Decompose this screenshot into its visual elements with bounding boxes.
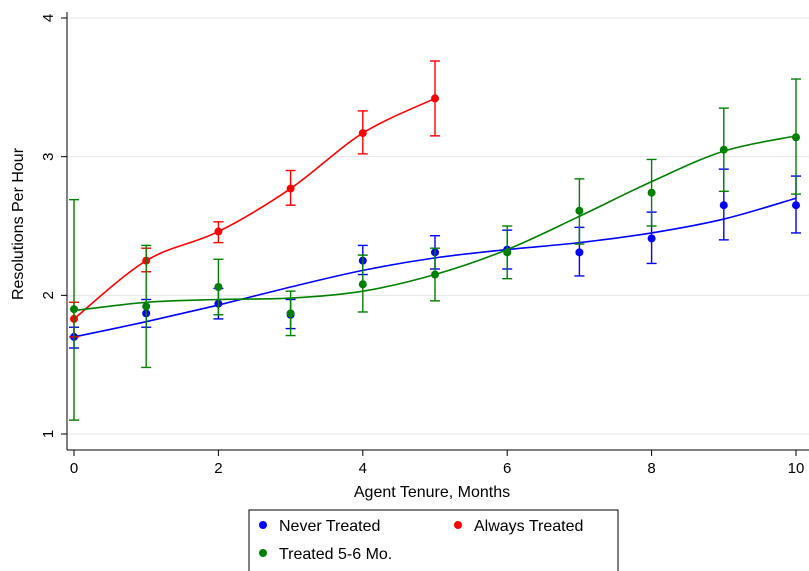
data-point-always-treated: [286, 184, 295, 193]
data-point-always-treated: [358, 129, 367, 138]
data-point-treated-5-6-mo: [503, 248, 512, 257]
x-axis-title: Agent Tenure, Months: [354, 484, 510, 501]
y-tick-label: 4: [40, 14, 57, 22]
x-tick-label: 8: [647, 460, 655, 477]
y-tick-label: 2: [40, 291, 57, 299]
data-point-treated-5-6-mo: [286, 309, 295, 318]
x-ticks: 0 2 4 6 8 10: [70, 450, 805, 477]
legend-label-never-treated: Never Treated: [279, 518, 380, 535]
x-tick-label: 6: [503, 460, 511, 477]
grid-lines: [67, 17, 809, 435]
legend-marker-never-treated: [259, 521, 267, 529]
data-point-treated-5-6-mo: [719, 145, 728, 154]
data-point-treated-5-6-mo: [647, 188, 656, 197]
y-tick-label: 3: [40, 152, 57, 160]
y-axis-title: Resolutions Per Hour: [10, 147, 27, 300]
x-tick-label: 4: [359, 460, 367, 477]
data-point-always-treated: [214, 227, 223, 236]
legend-marker-treated-5-6: [259, 549, 267, 557]
legend: Never Treated Always Treated Treated 5-6…: [248, 509, 619, 571]
data-point-treated-5-6-mo: [575, 206, 584, 215]
data-point-treated-5-6-mo: [70, 305, 78, 314]
legend-label-treated-5-6: Treated 5-6 Mo.: [279, 546, 392, 563]
data-point-always-treated: [431, 94, 439, 103]
legend-label-always-treated: Always Treated: [474, 518, 583, 535]
y-tick-label: 1: [40, 430, 57, 438]
data-point-treated-5-6-mo: [214, 283, 223, 292]
fit-line-always-treated: [73, 97, 436, 320]
data-point-never-treated: [792, 201, 800, 210]
data-point-treated-5-6-mo: [792, 133, 800, 142]
x-tick-label: 10: [788, 460, 805, 477]
data-point-never-treated: [647, 234, 656, 243]
data-point-treated-5-6-mo: [431, 270, 439, 279]
y-ticks: 1 2 3 4: [40, 14, 67, 438]
data-point-treated-5-6-mo: [358, 280, 367, 289]
x-tick-label: 2: [214, 460, 222, 477]
legend-marker-always-treated: [454, 521, 462, 529]
data-point-treated-5-6-mo: [142, 302, 151, 311]
x-tick-label: 0: [70, 460, 78, 477]
plot-area: [69, 60, 801, 421]
data-point-never-treated: [719, 201, 728, 210]
legend-box: [248, 509, 619, 571]
data-point-never-treated: [575, 248, 584, 257]
